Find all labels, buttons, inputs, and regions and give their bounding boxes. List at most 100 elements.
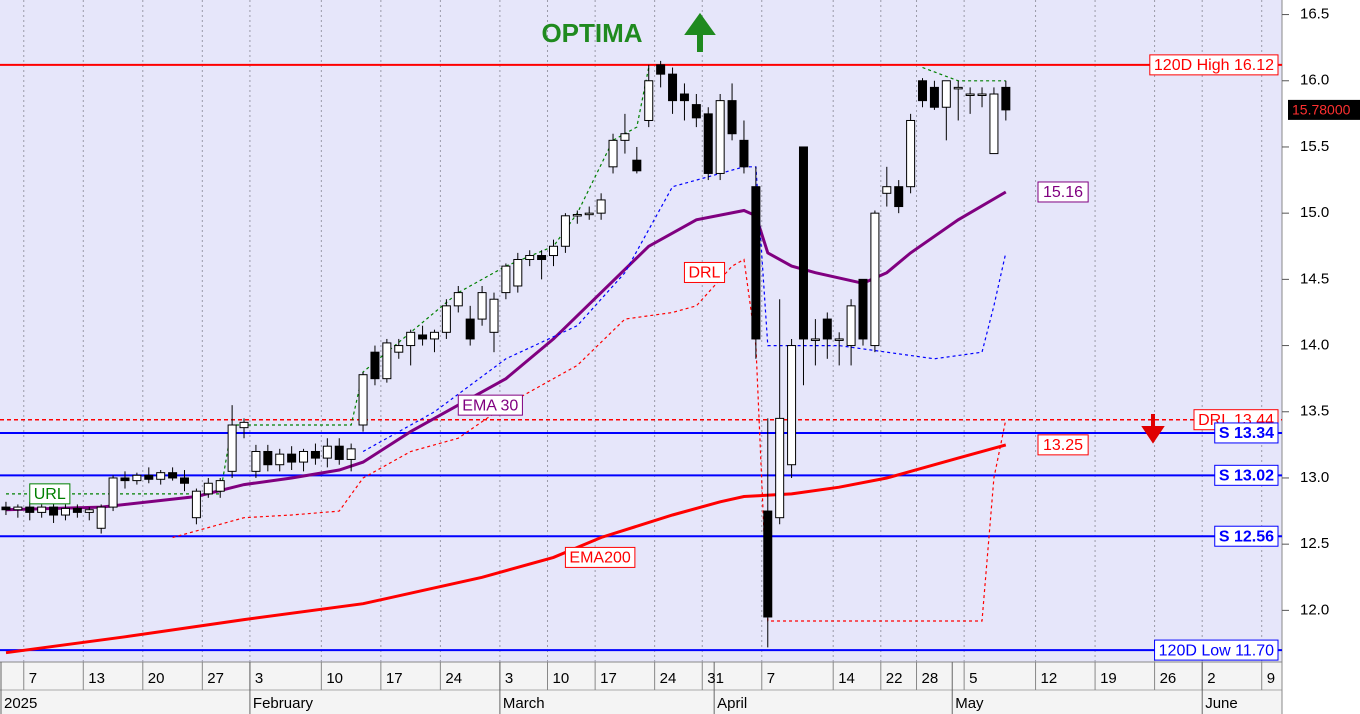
end-label: 15.16 bbox=[1043, 184, 1083, 201]
chart-title: OPTIMA bbox=[541, 18, 642, 48]
candle-body bbox=[751, 186, 761, 340]
line-series bbox=[5, 443, 1007, 655]
candle-body bbox=[239, 421, 249, 429]
candle-body bbox=[513, 259, 523, 287]
line-name-box bbox=[457, 394, 523, 416]
y-tick-label: 13.0 bbox=[1300, 469, 1329, 486]
candle-body bbox=[608, 139, 618, 168]
candle-body bbox=[572, 213, 582, 217]
candle-body bbox=[203, 482, 213, 495]
candle-body bbox=[108, 477, 118, 508]
x-tick-label: 14 bbox=[838, 670, 855, 687]
level-label: S 13.02 bbox=[1219, 468, 1274, 485]
candle-body bbox=[525, 255, 535, 261]
candle-body bbox=[263, 450, 273, 466]
candle-body bbox=[406, 331, 416, 347]
candle-body bbox=[275, 453, 285, 466]
line-name: EMA200 bbox=[569, 550, 630, 567]
candle-body bbox=[144, 474, 154, 480]
candle-body bbox=[775, 417, 785, 519]
candle-body bbox=[810, 338, 820, 341]
x-tick-label: 17 bbox=[386, 670, 403, 687]
candle-body bbox=[668, 73, 678, 102]
month-label: March bbox=[503, 695, 545, 712]
candle-body bbox=[822, 318, 832, 340]
candle-body bbox=[882, 186, 892, 194]
line-name: DRL bbox=[688, 265, 720, 282]
end-label-box bbox=[1037, 181, 1089, 203]
candle-body bbox=[691, 104, 701, 119]
candle-body bbox=[1, 506, 11, 511]
y-tick-label: 15.0 bbox=[1300, 204, 1329, 221]
candle-body bbox=[13, 506, 23, 511]
x-tick-label: 24 bbox=[445, 670, 462, 687]
candle-body bbox=[72, 507, 82, 513]
x-tick-label: 13 bbox=[88, 670, 105, 687]
candle-body bbox=[739, 139, 749, 168]
candle-body bbox=[763, 510, 773, 618]
x-tick-label: 9 bbox=[1267, 670, 1275, 687]
candle-body bbox=[656, 64, 666, 75]
candle-body bbox=[727, 100, 737, 135]
level-label-box bbox=[1214, 525, 1279, 547]
month-label: February bbox=[253, 695, 314, 712]
candle-body bbox=[918, 80, 928, 102]
x-tick-label: 2 bbox=[1207, 670, 1215, 687]
candle-body bbox=[215, 480, 225, 492]
x-tick-label: 20 bbox=[148, 670, 165, 687]
candle-body bbox=[787, 345, 797, 466]
x-tick-label: 10 bbox=[326, 670, 343, 687]
candle-body bbox=[870, 212, 880, 347]
candle-body bbox=[953, 86, 963, 90]
candle-body bbox=[798, 146, 808, 340]
candle-body bbox=[941, 80, 951, 108]
candle-body bbox=[477, 292, 487, 320]
candle-body bbox=[894, 186, 904, 208]
candle-body bbox=[334, 445, 344, 460]
y-tick-label: 13.5 bbox=[1300, 403, 1329, 420]
candle-body bbox=[441, 305, 451, 333]
candle-body bbox=[322, 445, 332, 459]
y-tick-label: 14.5 bbox=[1300, 270, 1329, 287]
line-name-box bbox=[564, 546, 636, 568]
marks bbox=[1, 60, 1011, 648]
last-price-tag bbox=[1288, 99, 1360, 120]
candle-body bbox=[120, 477, 130, 482]
x-tick-label: 19 bbox=[1100, 670, 1117, 687]
x-tick-label: 7 bbox=[29, 670, 37, 687]
candle-body bbox=[287, 453, 297, 463]
candle-body bbox=[906, 119, 916, 188]
candle-body bbox=[358, 374, 368, 426]
candle-body bbox=[989, 93, 999, 155]
candle-body bbox=[501, 265, 511, 294]
candle-body bbox=[584, 212, 594, 216]
candle-body bbox=[834, 338, 844, 341]
candle-body bbox=[382, 342, 392, 380]
end-label: 13.25 bbox=[1043, 437, 1083, 454]
x-tick-label: 10 bbox=[553, 670, 570, 687]
candle-body bbox=[465, 318, 475, 340]
x-tick-label: 3 bbox=[505, 670, 513, 687]
x-tick-label: 12 bbox=[1041, 670, 1058, 687]
y-tick-label: 15.5 bbox=[1300, 138, 1329, 155]
end-label-box bbox=[1037, 434, 1089, 456]
candle-body bbox=[703, 113, 713, 174]
y-tick-label: 12.5 bbox=[1300, 535, 1329, 552]
month-label: April bbox=[717, 695, 747, 712]
candle-body bbox=[846, 305, 856, 347]
candle-body bbox=[49, 506, 59, 516]
level-label-box bbox=[1214, 464, 1279, 486]
level-label-box bbox=[1149, 54, 1279, 76]
candle-body bbox=[537, 255, 547, 261]
y-tick-label: 12.0 bbox=[1300, 601, 1329, 618]
candle-body bbox=[251, 450, 261, 472]
candle-body bbox=[180, 477, 190, 484]
x-tick-label: 22 bbox=[886, 670, 903, 687]
x-tick-label: 17 bbox=[600, 670, 617, 687]
y-tick-label: 14.0 bbox=[1300, 337, 1329, 354]
plot-area bbox=[0, 0, 1282, 662]
candle-body bbox=[96, 506, 106, 529]
level-label: 120D High 16.12 bbox=[1154, 57, 1274, 74]
candle-body bbox=[310, 450, 320, 459]
